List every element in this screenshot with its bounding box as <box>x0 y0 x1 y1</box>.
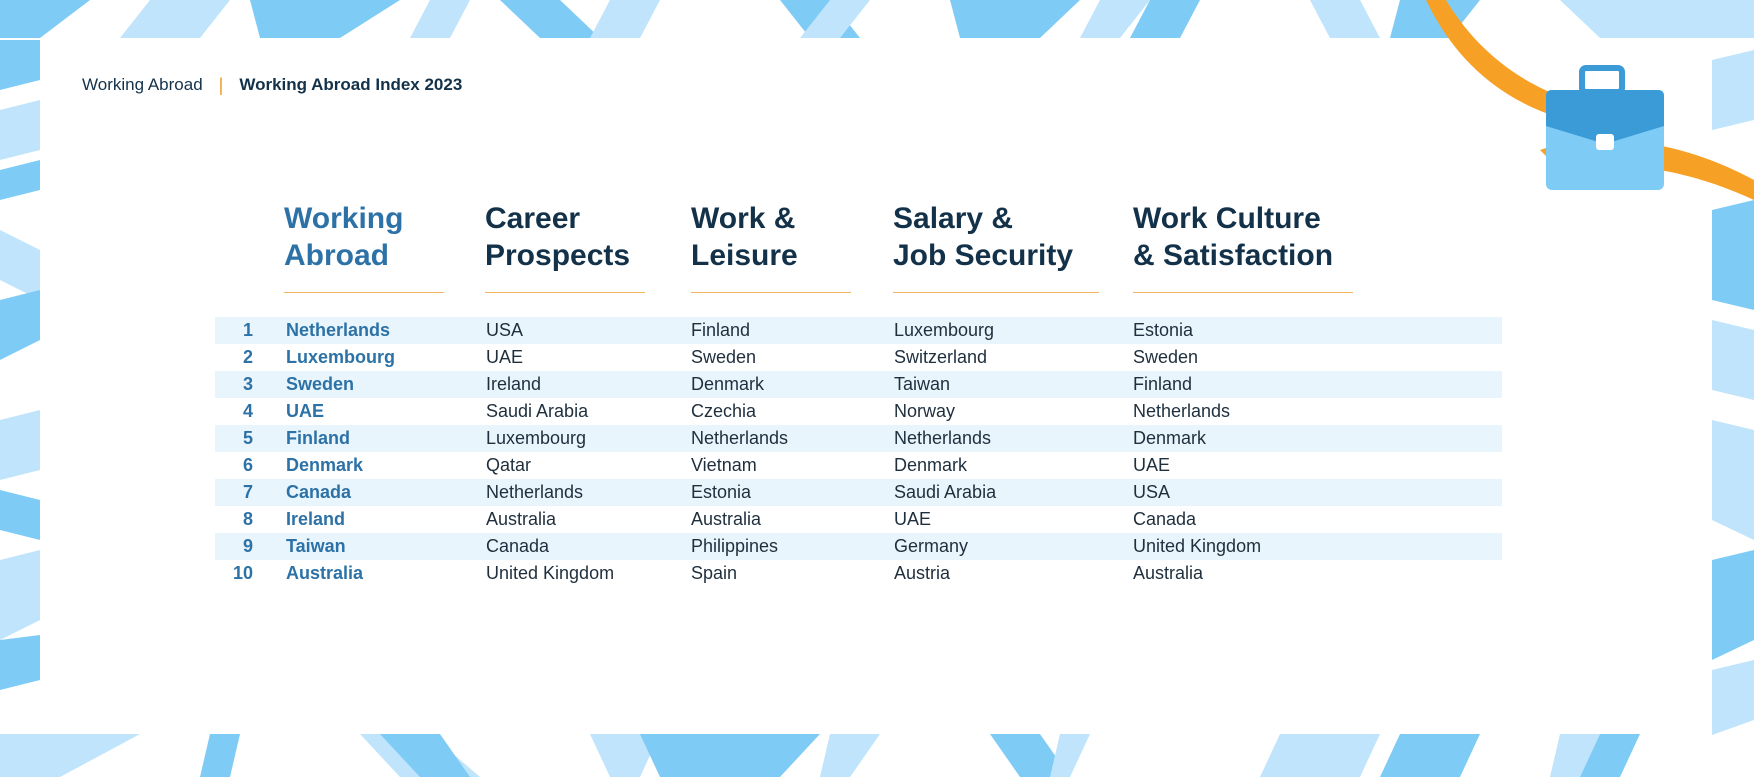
salary-job-security-cell: Germany <box>894 536 969 556</box>
table-row: 1 Netherlands USA Finland Luxembourg Est… <box>215 317 1502 344</box>
work-leisure-cell: Vietnam <box>691 455 757 475</box>
salary-job-security-cell: Denmark <box>894 455 968 475</box>
career-prospects-cell: Canada <box>486 536 550 556</box>
career-prospects-cell: USA <box>486 320 524 340</box>
table-row: 9 Taiwan Canada Philippines Germany Unit… <box>215 533 1502 560</box>
career-prospects-cell: United Kingdom <box>486 563 615 583</box>
work-leisure-cell: Australia <box>691 509 762 529</box>
rank-cell: 2 <box>242 347 253 367</box>
work-leisure-cell: Sweden <box>691 347 757 367</box>
table-row: 7 Canada Netherlands Estonia Saudi Arabi… <box>215 479 1502 506</box>
rank-cell: 6 <box>242 455 253 475</box>
briefcase-icon <box>1546 65 1664 190</box>
salary-job-security-cell: Switzerland <box>894 347 988 367</box>
table-row: 6 Denmark Qatar Vietnam Denmark UAE <box>215 452 1502 479</box>
working-abroad-cell: Taiwan <box>286 536 346 556</box>
work-culture-satisfaction-cell: UAE <box>1133 455 1171 475</box>
salary-job-security-cell: Netherlands <box>894 428 992 448</box>
work-culture-satisfaction-cell: Estonia <box>1133 320 1194 340</box>
career-prospects-cell: Saudi Arabia <box>486 401 589 421</box>
work-leisure-cell: Finland <box>691 320 751 340</box>
work-leisure-cell: Czechia <box>691 401 757 421</box>
table-row: 8 Ireland Australia Australia UAE Canada <box>215 506 1502 533</box>
work-culture-satisfaction-cell: Finland <box>1133 374 1193 394</box>
rank-cell: 10 <box>232 563 253 583</box>
salary-job-security-cell: Luxembourg <box>894 320 995 340</box>
work-leisure-cell: Netherlands <box>691 428 789 448</box>
table-row: 5 Finland Luxembourg Netherlands Netherl… <box>215 425 1502 452</box>
working-abroad-cell: Netherlands <box>286 320 391 340</box>
rank-cell: 1 <box>242 320 253 340</box>
table-row: 4 UAE Saudi Arabia Czechia Norway Nether… <box>215 398 1502 425</box>
column-header-working-abroad: Working Abroad <box>284 200 444 293</box>
work-leisure-cell: Philippines <box>691 536 779 556</box>
rank-cell: 5 <box>242 428 253 448</box>
career-prospects-cell: Ireland <box>486 374 542 394</box>
working-abroad-cell: Sweden <box>286 374 355 394</box>
career-prospects-cell: Australia <box>486 509 557 529</box>
working-abroad-cell: UAE <box>286 401 325 421</box>
work-culture-satisfaction-cell: Sweden <box>1133 347 1199 367</box>
column-header-salary-job-security: Salary & Job Security <box>893 200 1099 293</box>
career-prospects-cell: Qatar <box>486 455 532 475</box>
work-culture-satisfaction-cell: Canada <box>1133 509 1197 529</box>
salary-job-security-cell: Saudi Arabia <box>894 482 997 502</box>
table-row: 3 Sweden Ireland Denmark Taiwan Finland <box>215 371 1502 398</box>
salary-job-security-cell: Taiwan <box>894 374 951 394</box>
rank-cell: 3 <box>242 374 253 394</box>
work-leisure-cell: Spain <box>691 563 738 583</box>
column-header-work-culture-satisfaction: Work Culture & Satisfaction <box>1133 200 1353 293</box>
working-abroad-cell: Denmark <box>286 455 364 475</box>
column-header-career-prospects: Career Prospects <box>485 200 645 293</box>
work-culture-satisfaction-cell: Netherlands <box>1133 401 1231 421</box>
work-culture-satisfaction-cell: Denmark <box>1133 428 1207 448</box>
table-row: 10 Australia United Kingdom Spain Austri… <box>215 560 1502 587</box>
breadcrumb-parent[interactable]: Working Abroad <box>82 75 203 94</box>
career-prospects-cell: Luxembourg <box>486 428 587 448</box>
breadcrumb-current: Working Abroad Index 2023 <box>239 75 463 94</box>
table-row: 2 Luxembourg UAE Sweden Switzerland Swed… <box>215 344 1502 371</box>
working-abroad-cell: Canada <box>286 482 352 502</box>
salary-job-security-cell: Austria <box>894 563 951 583</box>
salary-job-security-cell: UAE <box>894 509 932 529</box>
working-abroad-cell: Luxembourg <box>286 347 396 367</box>
rank-cell: 7 <box>242 482 253 502</box>
work-culture-satisfaction-cell: United Kingdom <box>1133 536 1262 556</box>
work-culture-satisfaction-cell: USA <box>1133 482 1171 502</box>
rankings-table: 1 Netherlands USA Finland Luxembourg Est… <box>215 317 1502 587</box>
career-prospects-cell: Netherlands <box>486 482 584 502</box>
work-leisure-cell: Estonia <box>691 482 752 502</box>
rank-cell: 8 <box>242 509 253 529</box>
breadcrumb: Working Abroad | Working Abroad Index 20… <box>82 74 462 96</box>
working-abroad-cell: Australia <box>286 563 364 583</box>
career-prospects-cell: UAE <box>486 347 524 367</box>
work-leisure-cell: Denmark <box>691 374 765 394</box>
column-header-work-leisure: Work & Leisure <box>691 200 851 293</box>
salary-job-security-cell: Norway <box>894 401 956 421</box>
rank-cell: 9 <box>242 536 253 556</box>
working-abroad-cell: Ireland <box>286 509 346 529</box>
breadcrumb-separator: | <box>218 74 224 95</box>
rank-cell: 4 <box>242 401 253 421</box>
work-culture-satisfaction-cell: Australia <box>1133 563 1204 583</box>
working-abroad-cell: Finland <box>286 428 350 448</box>
